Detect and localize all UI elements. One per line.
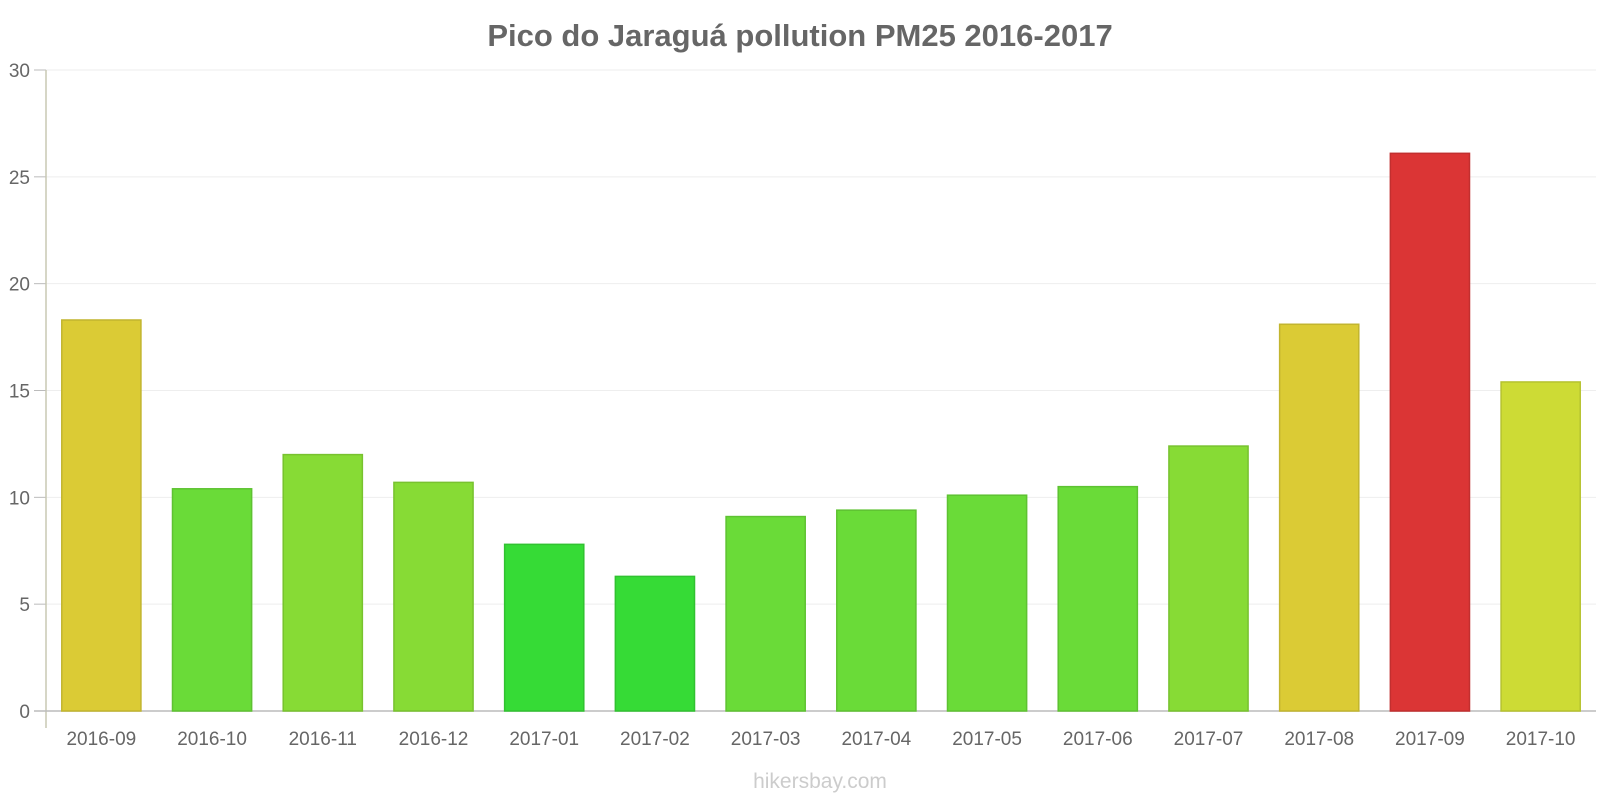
x-tick-label: 2017-06 — [1063, 729, 1133, 750]
x-axis-ticks: 2016-09 2016-10 2016-11 2016-12 2017-01 2017-… — [66, 729, 1575, 750]
bar-2017-06 — [1057, 485, 1139, 712]
y-tick-label: 0 — [19, 702, 30, 723]
bar-2017-07 — [1168, 445, 1249, 712]
x-tick-label: 2017-10 — [1506, 729, 1576, 750]
y-axis-ticks: 0 5 10 15 20 25 30 — [9, 61, 46, 723]
x-tick-label: 2017-02 — [620, 729, 690, 750]
bar-2017-08 — [1278, 323, 1360, 712]
y-tick-label: 15 — [9, 382, 30, 403]
x-tick-label: 2016-09 — [66, 729, 136, 750]
bar-2017-03 — [725, 515, 806, 712]
y-tick-label: 25 — [9, 168, 30, 189]
bar-2017-09 — [1389, 152, 1471, 712]
bar-2017-05 — [946, 494, 1028, 712]
x-tick-label: 2017-07 — [1174, 729, 1244, 750]
y-tick-label: 10 — [9, 488, 30, 509]
bar-2016-09 — [61, 319, 142, 712]
x-tick-label: 2016-11 — [289, 729, 357, 750]
bar-2017-10 — [1500, 381, 1581, 712]
bar-2016-10 — [171, 488, 253, 712]
x-tick-label: 2016-10 — [177, 729, 247, 750]
chart-title: Pico do Jaraguá pollution PM25 2016-2017 — [487, 18, 1112, 53]
y-tick-label: 30 — [9, 61, 30, 82]
x-tick-label: 2017-05 — [952, 729, 1022, 750]
x-tick-label: 2017-03 — [731, 729, 801, 750]
x-tick-label: 2017-01 — [509, 729, 579, 750]
grid-lines — [46, 69, 1596, 605]
y-tick-label: 20 — [9, 275, 30, 296]
y-tick-label: 5 — [19, 595, 30, 616]
x-tick-label: 2017-08 — [1284, 729, 1354, 750]
bar-2017-02 — [614, 575, 696, 712]
bar-2017-04 — [836, 509, 917, 712]
x-tick-label: 2017-04 — [841, 729, 911, 750]
watermark: hikersbay.com — [753, 770, 887, 793]
x-tick-label: 2017-09 — [1395, 729, 1465, 750]
bar-2017-01 — [503, 543, 585, 712]
bars — [61, 152, 1581, 712]
x-tick-label: 2016-12 — [399, 729, 469, 750]
bar-2016-11 — [282, 453, 364, 712]
bar-2016-12 — [393, 481, 474, 712]
